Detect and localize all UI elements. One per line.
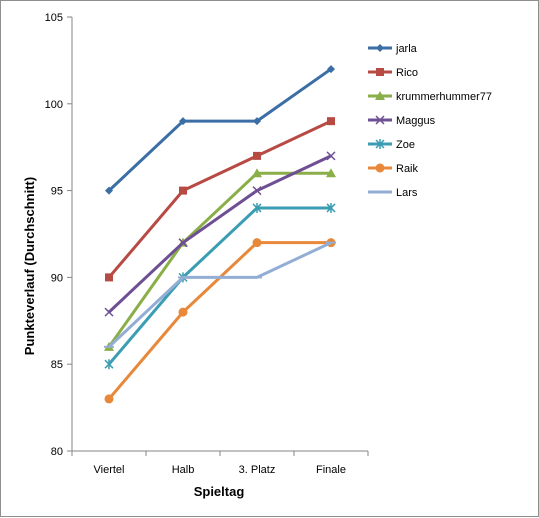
- series-maggus: [104, 151, 336, 317]
- data-point: [179, 117, 187, 126]
- data-point: [104, 359, 114, 370]
- series-rico: [105, 117, 335, 282]
- series-line: [107, 119, 332, 279]
- series-line: [107, 154, 332, 314]
- data-point: [327, 65, 335, 74]
- legend-label: Maggus: [396, 115, 436, 127]
- x-tick-label: Halb: [172, 464, 195, 476]
- legend: jarla Rico krummerhummer77 Maggus Zoe Raik Lar…: [368, 43, 492, 199]
- y-tick-label: 105: [45, 12, 63, 24]
- y-tick-label: 80: [51, 446, 63, 458]
- data-point: [179, 186, 187, 195]
- data-point: [252, 238, 262, 248]
- series-line: [107, 241, 332, 348]
- legend-item: Raik: [368, 163, 419, 175]
- legend-item: Maggus: [368, 115, 436, 127]
- data-point: [105, 273, 113, 282]
- legend-item: Lars: [368, 187, 418, 199]
- legend-item: Zoe: [368, 139, 415, 151]
- y-tick-label: 95: [51, 186, 63, 198]
- x-axis-title: Spieltag: [194, 484, 245, 499]
- legend-marker: [376, 68, 384, 76]
- legend-marker: [375, 163, 385, 173]
- data-point: [252, 168, 262, 178]
- series-line: [107, 171, 331, 348]
- axes: 80 85 90 95 100 105 Viertel Halb 3. Platz Finale: [45, 12, 369, 476]
- data-point: [326, 168, 336, 178]
- legend-marker: [376, 44, 384, 52]
- x-tick-label: Viertel: [94, 464, 125, 476]
- legend-label: Lars: [396, 187, 418, 199]
- series-zoe: [104, 202, 336, 370]
- y-tick-label: 100: [45, 99, 63, 111]
- data-point: [326, 151, 336, 161]
- data-point: [104, 394, 114, 404]
- legend-label: krummerhummer77: [396, 91, 492, 103]
- data-point: [253, 151, 261, 160]
- series-line: [107, 206, 331, 366]
- y-axis-title: Punkteverlauf (Durchschnitt): [22, 177, 37, 355]
- y-tick-label: 90: [51, 272, 63, 284]
- legend-marker: [375, 91, 385, 100]
- legend-item: Rico: [368, 67, 418, 79]
- data-point: [178, 238, 188, 248]
- legend-marker: [375, 139, 385, 149]
- data-point: [252, 202, 262, 213]
- series-lars: [104, 241, 336, 348]
- legend-label: Rico: [396, 67, 418, 79]
- x-tick-label: Finale: [316, 464, 346, 476]
- data-point: [104, 307, 114, 317]
- y-tick-label: 85: [51, 359, 63, 371]
- series-krummerhummer77: [104, 168, 336, 351]
- data-point: [253, 117, 261, 126]
- legend-item: krummerhummer77: [368, 91, 492, 103]
- legend-label: Zoe: [396, 139, 415, 151]
- data-point: [252, 186, 262, 196]
- data-point: [105, 186, 113, 195]
- series-line: [107, 67, 332, 192]
- data-point: [326, 202, 336, 213]
- legend-item: jarla: [368, 43, 418, 55]
- legend-label: Raik: [396, 163, 419, 175]
- series-raik: [104, 238, 336, 404]
- legend-label: jarla: [395, 43, 418, 55]
- legend-marker: [375, 115, 385, 125]
- data-point: [178, 307, 188, 317]
- x-tick-label: 3. Platz: [239, 464, 276, 476]
- series-jarla: [105, 65, 335, 195]
- series-layer: [104, 65, 336, 404]
- series-line: [107, 241, 331, 400]
- data-point: [327, 117, 335, 126]
